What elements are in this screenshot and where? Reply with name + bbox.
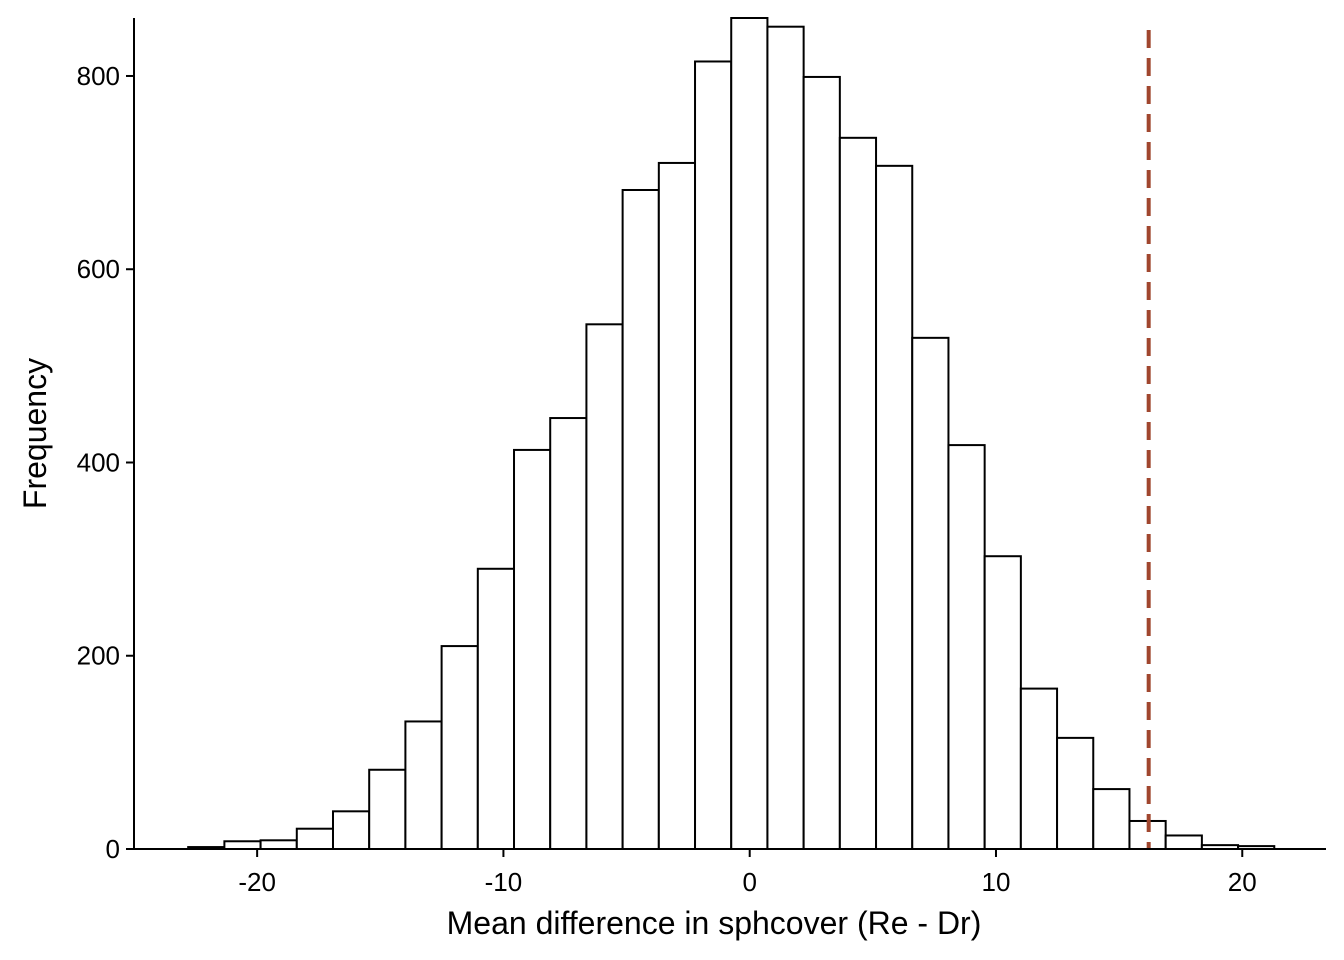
y-axis-title: Frequency <box>17 358 53 509</box>
histogram-bar <box>1056 736 1095 851</box>
histogram-bar <box>983 555 1022 851</box>
histogram-bar <box>368 768 407 851</box>
y-tick-label: 400 <box>77 447 120 477</box>
histogram-bar <box>1092 788 1131 850</box>
histogram-bar <box>476 567 516 850</box>
histogram-bar <box>911 336 950 850</box>
histogram-bar <box>621 188 660 850</box>
x-tick-label: 0 <box>742 867 756 897</box>
x-tick-label: 10 <box>982 867 1011 897</box>
histogram-bar <box>295 827 334 850</box>
histogram-bar <box>440 645 479 851</box>
histogram-bar <box>766 25 805 850</box>
y-tick-label: 600 <box>77 254 120 284</box>
histogram-bar <box>585 323 624 850</box>
y-tick-label: 800 <box>77 61 120 91</box>
histogram-bar <box>657 161 697 851</box>
histogram-bar <box>1019 687 1059 850</box>
histogram-bar <box>947 444 986 850</box>
histogram-bar <box>838 136 878 850</box>
histogram-bar <box>730 17 769 850</box>
histogram-bar <box>513 448 552 850</box>
y-axis-ticks: 0 200 400 600 800 <box>77 61 134 864</box>
axes <box>133 18 1326 850</box>
histogram-bar <box>802 75 841 851</box>
x-tick-label: 20 <box>1228 867 1257 897</box>
x-axis-title: Mean difference in sphcover (Re - Dr) <box>447 905 982 941</box>
x-tick-label: -10 <box>485 867 523 897</box>
y-tick-label: 0 <box>106 834 120 864</box>
histogram-bar <box>259 839 298 850</box>
histogram-bar <box>875 164 914 850</box>
y-tick-label: 200 <box>77 641 120 671</box>
histogram-bar <box>404 720 443 851</box>
histogram-bar <box>331 810 371 851</box>
histogram-bar <box>223 840 262 851</box>
histogram-bar <box>694 60 733 851</box>
histogram-bar <box>1164 834 1203 851</box>
x-axis-ticks: -20 -10 0 10 20 <box>238 849 1257 897</box>
x-tick-label: -20 <box>238 867 276 897</box>
histogram-bars <box>187 17 1276 851</box>
histogram-bar <box>549 417 588 850</box>
